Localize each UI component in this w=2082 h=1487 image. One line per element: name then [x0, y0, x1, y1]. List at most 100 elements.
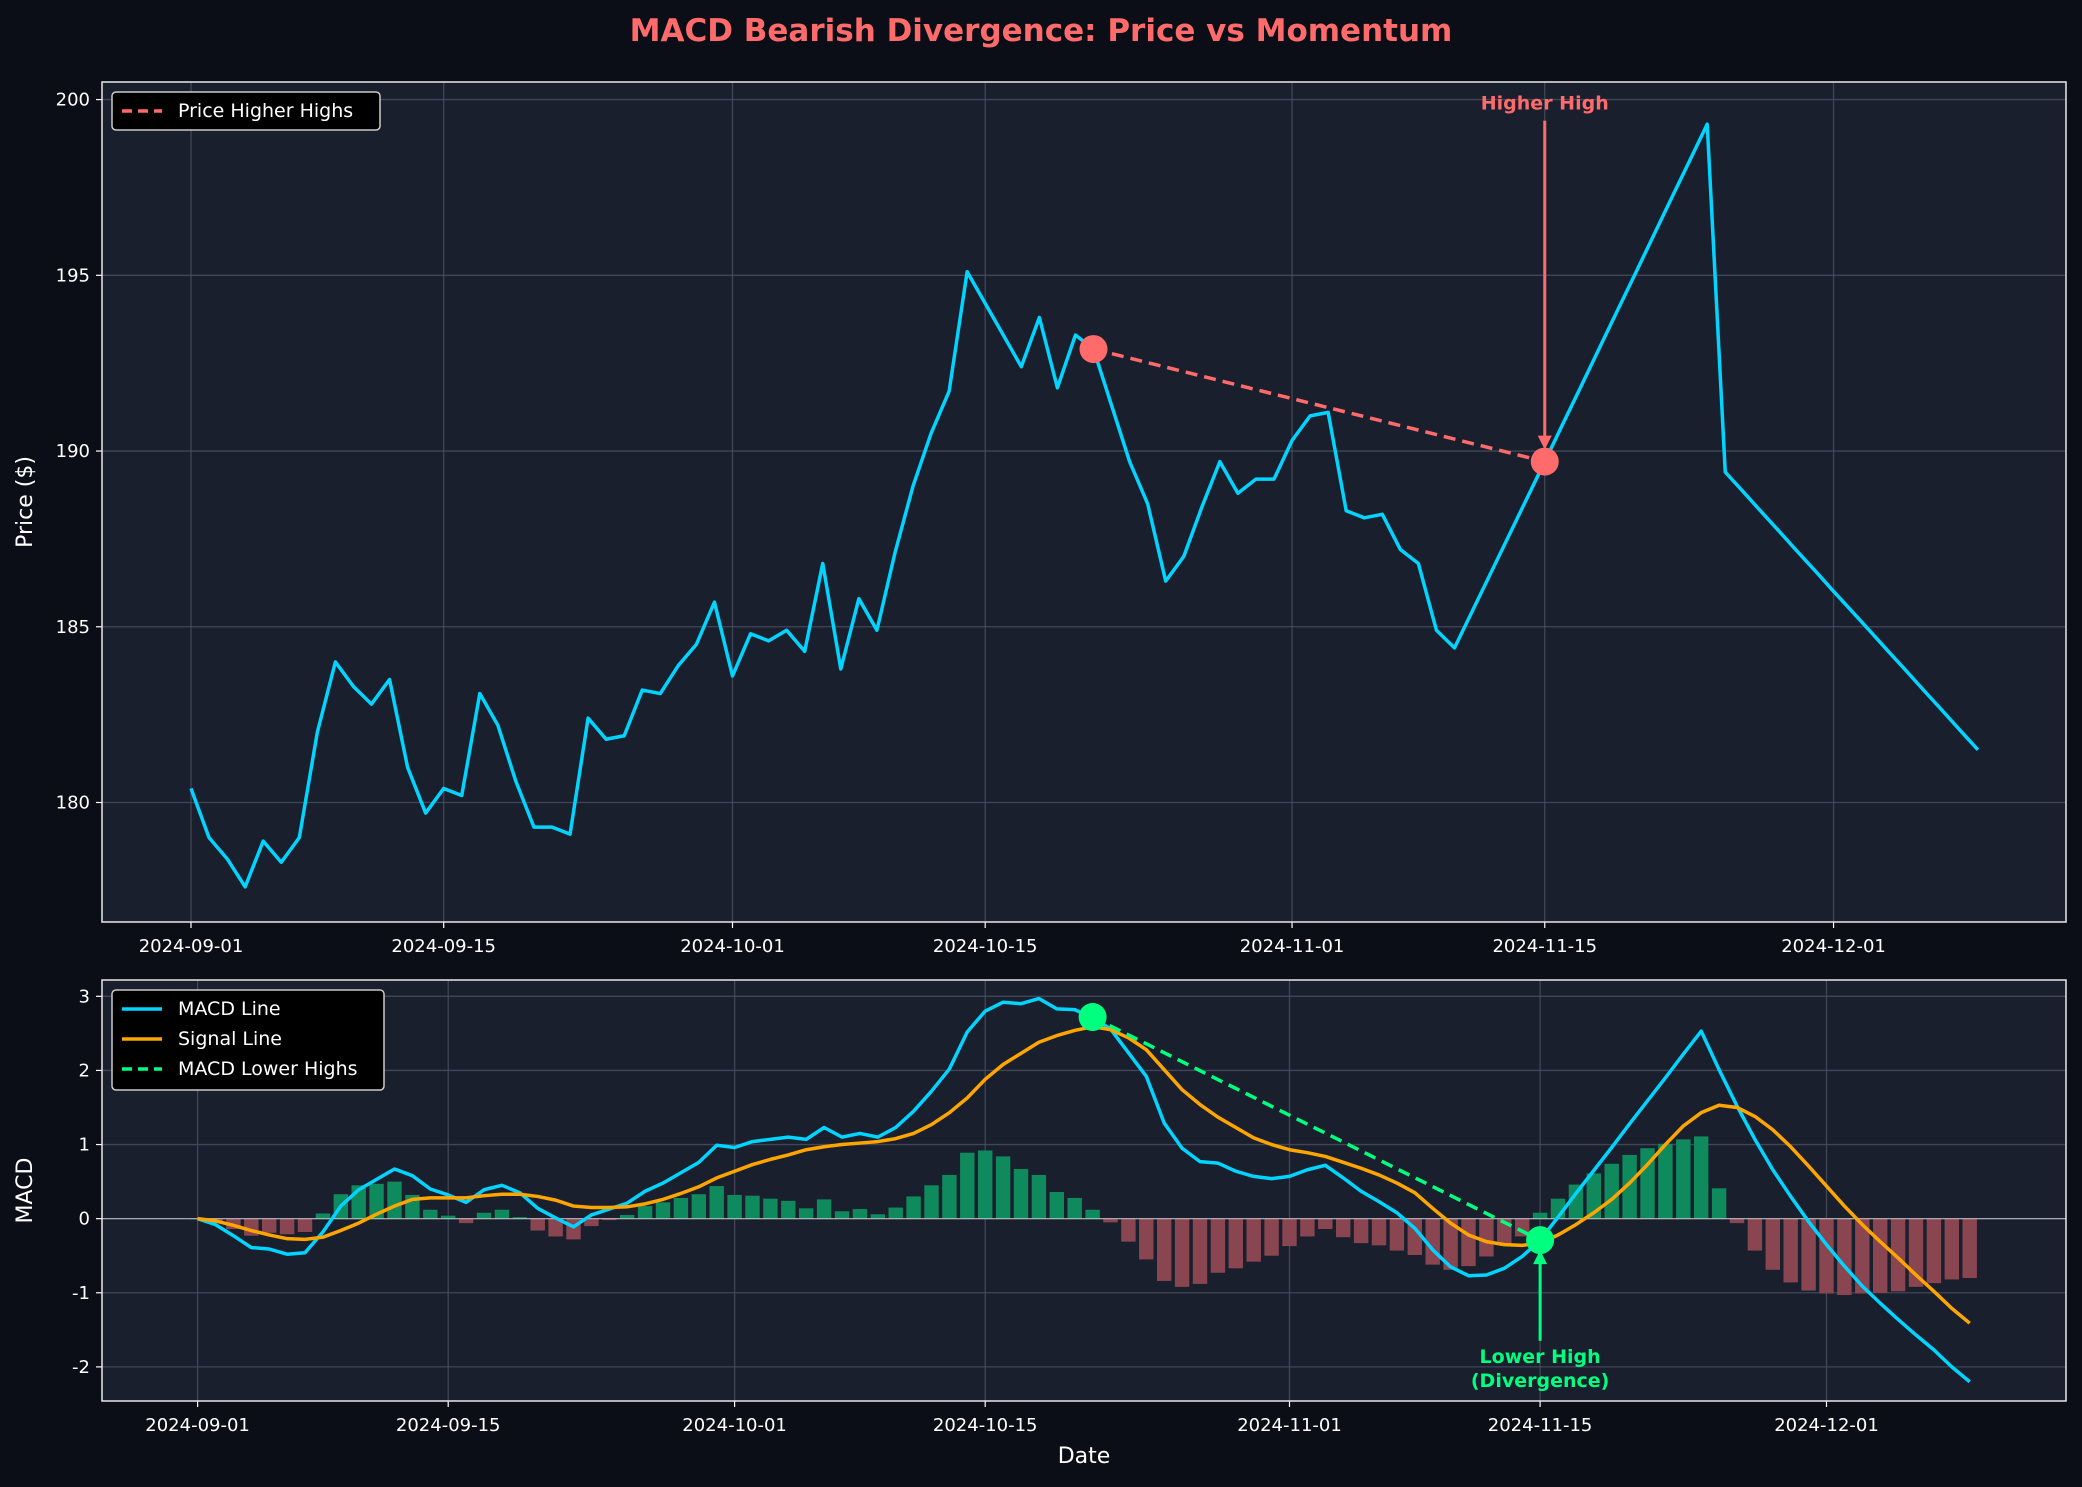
histogram-bar: [1139, 1218, 1154, 1260]
legend-box: [111, 91, 381, 131]
histogram-bar: [1461, 1218, 1476, 1267]
histogram-bar: [262, 1218, 277, 1233]
legend-label: MACD Line: [178, 998, 281, 1020]
y-tick-label: 2: [79, 1060, 90, 1081]
legend: MACD Line Signal Line MACD Lower Highs: [111, 989, 385, 1091]
y-tick-label: 195: [56, 265, 90, 286]
histogram-bar: [1855, 1218, 1870, 1294]
histogram-bar: [1246, 1218, 1261, 1262]
histogram-bar: [924, 1185, 939, 1219]
histogram-bar: [369, 1183, 384, 1219]
histogram-bar: [1389, 1218, 1405, 1251]
histogram-bar: [1336, 1218, 1351, 1238]
histogram-bar: [279, 1218, 295, 1235]
histogram-bar: [1962, 1218, 1977, 1278]
y-tick-label: -2: [72, 1357, 90, 1378]
legend-label: Signal Line: [178, 1028, 282, 1050]
histogram-bar: [763, 1198, 778, 1219]
histogram-bar: [691, 1194, 706, 1219]
histogram-bar: [1926, 1218, 1942, 1284]
y-tick-label: 200: [56, 90, 90, 111]
histogram-bar: [870, 1214, 885, 1219]
histogram-bar: [655, 1202, 671, 1219]
x-tick-label: 2024-10-01: [680, 936, 785, 957]
histogram-bar: [1944, 1218, 1959, 1280]
histogram-bar: [1013, 1169, 1029, 1219]
histogram-bar: [1192, 1218, 1208, 1284]
histogram-bar: [458, 1218, 474, 1224]
x-tick-label: 2024-09-01: [145, 1415, 250, 1436]
lower-high-annotation-line2: (Divergence): [1471, 1370, 1609, 1392]
histogram-bar: [1586, 1173, 1601, 1219]
legend: Price Higher Highs: [111, 91, 381, 131]
histogram-bar: [620, 1214, 635, 1219]
histogram-bar: [745, 1195, 760, 1219]
histogram-bar: [1676, 1139, 1691, 1219]
histogram-bar: [1765, 1218, 1780, 1270]
histogram-bar: [423, 1209, 438, 1219]
histogram-bar: [548, 1218, 563, 1237]
price-high-marker: [1530, 447, 1559, 476]
histogram-bar: [1890, 1218, 1906, 1292]
lower-high-annotation-line1: Lower High: [1480, 1346, 1601, 1368]
histogram-bar: [906, 1196, 921, 1219]
x-axis-label: Date: [1058, 1444, 1111, 1469]
histogram-bar: [441, 1215, 456, 1219]
histogram-bar: [297, 1218, 313, 1233]
arrow-head-icon: [1533, 1250, 1548, 1265]
histogram-bar: [673, 1197, 689, 1219]
histogram-bar: [512, 1217, 527, 1219]
histogram-bar: [799, 1208, 814, 1219]
histogram-bar: [1604, 1163, 1619, 1219]
x-tick-label: 2024-09-15: [396, 1415, 501, 1436]
histogram-bar: [1622, 1154, 1637, 1219]
y-tick-label: 185: [56, 617, 90, 638]
histogram-bar: [387, 1181, 402, 1219]
histogram-bar: [1729, 1218, 1745, 1224]
histogram-bar: [1694, 1136, 1709, 1219]
histogram-bar: [1174, 1218, 1190, 1287]
x-tick-label: 2024-12-01: [1774, 1415, 1879, 1436]
price-high-marker: [1079, 335, 1108, 364]
histogram-bar: [1479, 1218, 1494, 1257]
histogram-bar: [476, 1212, 492, 1219]
higher-high-annotation: Higher High: [1481, 93, 1609, 115]
macd-high-marker: [1078, 1003, 1107, 1032]
chart-title: MACD Bearish Divergence: Price vs Moment…: [630, 13, 1453, 49]
macd-high-marker: [1526, 1226, 1555, 1255]
histogram-bar: [1658, 1143, 1673, 1219]
histogram-bar: [1873, 1218, 1888, 1293]
histogram-bar: [888, 1207, 903, 1219]
histogram-bar: [727, 1194, 742, 1219]
histogram-bar: [1568, 1184, 1584, 1219]
histogram-bar: [1819, 1218, 1834, 1294]
histogram-bar: [1747, 1218, 1763, 1251]
histogram-bar: [978, 1150, 993, 1219]
histogram-bar: [1085, 1209, 1100, 1219]
histogram-bar: [1049, 1191, 1064, 1219]
histogram-bar: [834, 1211, 850, 1219]
histogram-bar: [1711, 1188, 1727, 1219]
price-divergence-line: [1093, 347, 1546, 464]
x-tick-label: 2024-11-01: [1237, 1415, 1342, 1436]
histogram-bar: [1801, 1218, 1816, 1291]
histogram-bar: [1353, 1218, 1369, 1244]
histogram-bar: [1407, 1218, 1422, 1255]
legend-label: Price Higher Highs: [178, 100, 353, 122]
histogram-bar: [1783, 1218, 1798, 1283]
histogram-bar: [637, 1206, 653, 1219]
signal-line: [197, 1024, 1971, 1325]
y-tick-label: 0: [79, 1209, 90, 1230]
histogram-bar: [315, 1213, 331, 1219]
macd-divergence-line: [1091, 1015, 1541, 1242]
histogram-bar: [1121, 1218, 1136, 1242]
x-tick-label: 2024-10-15: [933, 1415, 1038, 1436]
histogram-bar: [1103, 1218, 1118, 1223]
histogram-bar: [852, 1209, 868, 1219]
x-tick-label: 2024-09-15: [391, 936, 496, 957]
histogram-bar: [1837, 1218, 1852, 1296]
axes-frame: [101, 81, 2067, 923]
histogram-bar: [1264, 1218, 1279, 1256]
histogram-bar: [1282, 1218, 1297, 1247]
y-axis-label: MACD: [13, 1158, 38, 1224]
